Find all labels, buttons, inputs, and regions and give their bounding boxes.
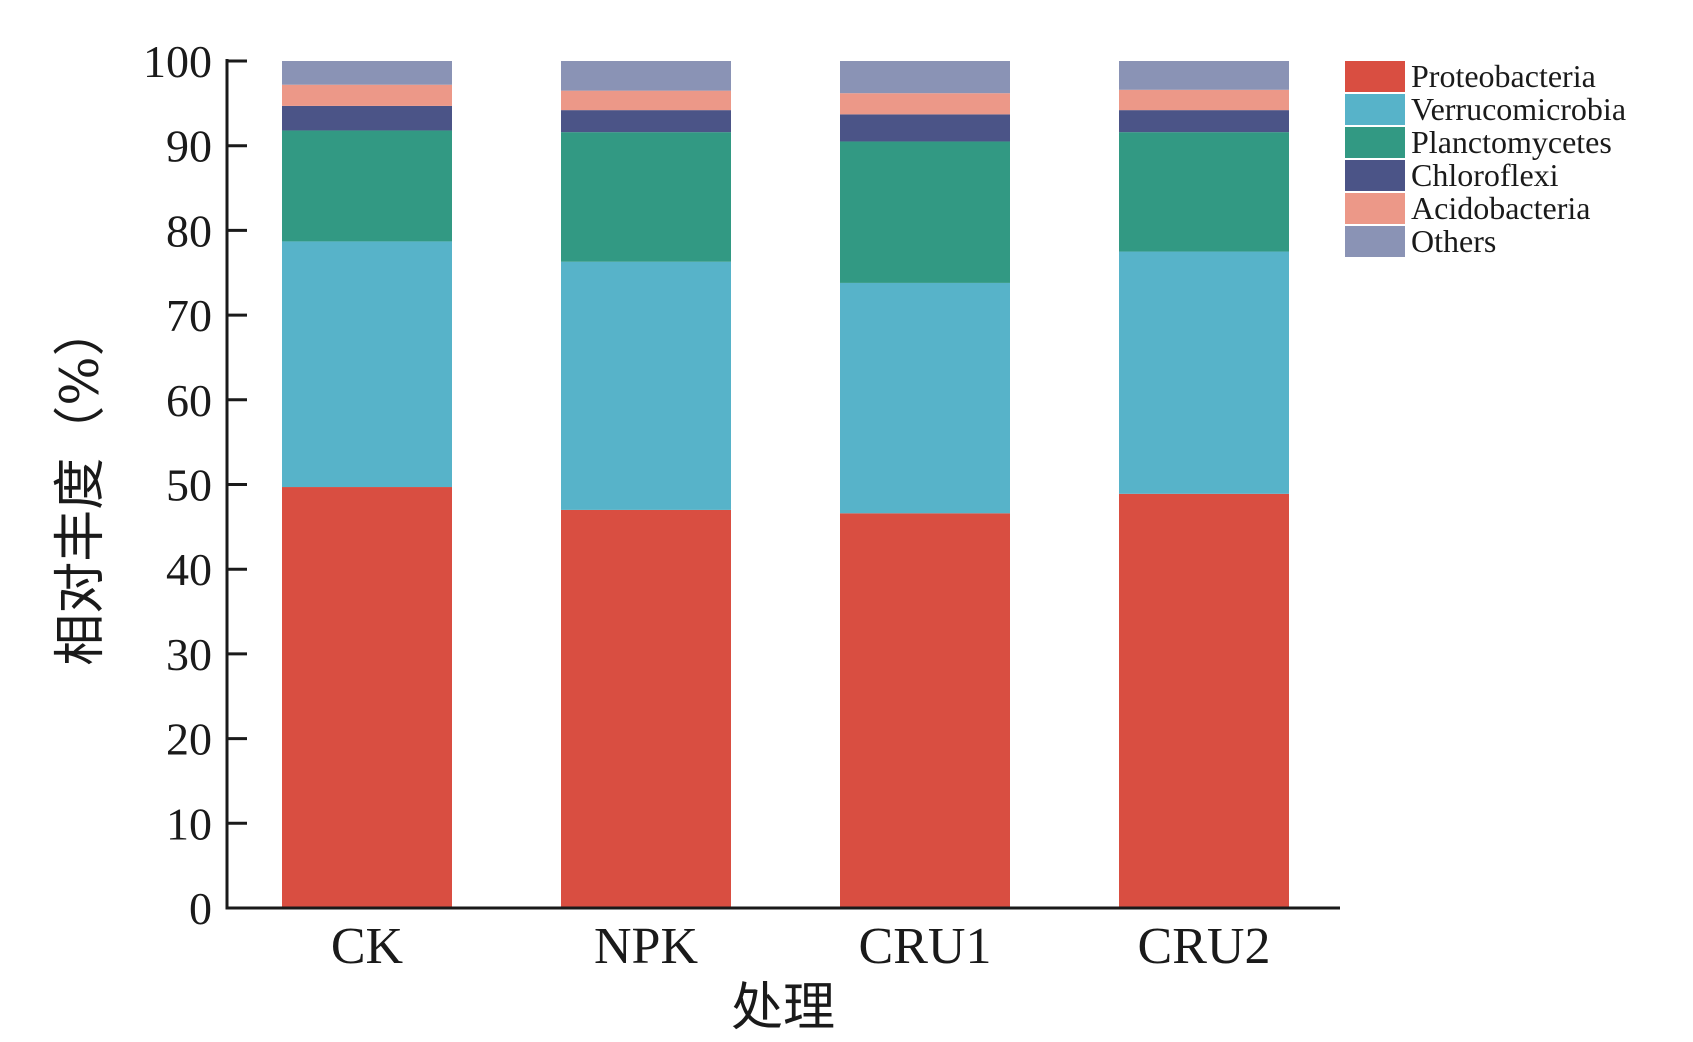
y-ticks: 0 10 20 30 40 50 60 70 80 90 100	[143, 36, 247, 934]
legend-swatch-planctomycetes	[1345, 127, 1405, 158]
x-tick-label-npk: NPK	[594, 918, 698, 975]
legend-swatch-proteobacteria	[1345, 61, 1405, 92]
bar-segment-cru1-planctomycetes	[840, 141, 1010, 283]
axes-group: 0 10 20 30 40 50 60 70 80 90 100 CK NPK CRU1 CRU2	[143, 36, 1340, 975]
y-tick-label-100: 100	[143, 36, 212, 87]
bar-segment-ck-planctomycetes	[282, 130, 452, 242]
y-tick-label-90: 90	[166, 121, 212, 172]
y-tick-label-80: 80	[166, 205, 212, 256]
bar-segment-cru2-chloroflexi	[1119, 110, 1289, 133]
bar-segment-ck-others	[282, 61, 452, 85]
legend-swatch-chloroflexi	[1345, 160, 1405, 191]
legend-label-chloroflexi: Chloroflexi	[1411, 157, 1559, 193]
bar-segment-npk-planctomycetes	[561, 132, 731, 262]
bar-segment-ck-verrucomicrobia	[282, 241, 452, 488]
x-tick-labels: CK NPK CRU1 CRU2	[331, 918, 1271, 975]
bar-segment-cru2-acidobacteria	[1119, 89, 1289, 111]
bar-segment-cru2-others	[1119, 61, 1289, 90]
legend-label-proteobacteria: Proteobacteria	[1411, 58, 1596, 94]
legend: ProteobacteriaVerrucomicrobiaPlanctomyce…	[1345, 58, 1626, 259]
x-tick-label-ck: CK	[331, 918, 404, 975]
bar-segment-cru2-verrucomicrobia	[1119, 251, 1289, 494]
bar-segment-ck-proteobacteria	[282, 487, 452, 908]
bar-segment-cru1-acidobacteria	[840, 93, 1010, 115]
bar-segment-npk-acidobacteria	[561, 90, 731, 111]
x-tick-label-cru1: CRU1	[859, 918, 992, 975]
bar-segment-cru1-others	[840, 61, 1010, 94]
y-tick-label-60: 60	[166, 375, 212, 426]
y-tick-label-20: 20	[166, 714, 212, 765]
y-tick-label-40: 40	[166, 544, 212, 595]
bar-segment-npk-chloroflexi	[561, 110, 731, 133]
x-tick-label-cru2: CRU2	[1138, 918, 1271, 975]
y-tick-label-70: 70	[166, 290, 212, 341]
x-axis-title: 处理	[731, 978, 835, 1038]
legend-swatch-others	[1345, 226, 1405, 257]
bar-segment-cru2-proteobacteria	[1119, 493, 1289, 908]
y-tick-label-30: 30	[166, 629, 212, 680]
bar-segment-ck-chloroflexi	[282, 105, 452, 131]
legend-swatch-acidobacteria	[1345, 193, 1405, 224]
y-tick-label-50: 50	[166, 460, 212, 511]
legend-swatch-verrucomicrobia	[1345, 94, 1405, 125]
bar-segment-npk-others	[561, 61, 731, 91]
y-tick-label-0: 0	[189, 883, 212, 934]
legend-label-others: Others	[1411, 223, 1496, 259]
bar-segment-ck-acidobacteria	[282, 84, 452, 106]
bar-segment-npk-verrucomicrobia	[561, 261, 731, 510]
bar-segment-cru2-planctomycetes	[1119, 132, 1289, 252]
y-tick-label-10: 10	[166, 798, 212, 849]
legend-label-verrucomicrobia: Verrucomicrobia	[1411, 91, 1626, 127]
bar-segment-cru1-chloroflexi	[840, 114, 1010, 142]
bar-segment-cru1-proteobacteria	[840, 513, 1010, 908]
y-axis-title: 相对丰度（%）	[51, 304, 111, 665]
legend-label-planctomycetes: Planctomycetes	[1411, 124, 1612, 160]
bar-segment-cru1-verrucomicrobia	[840, 282, 1010, 514]
legend-label-acidobacteria: Acidobacteria	[1411, 190, 1590, 226]
bar-segment-npk-proteobacteria	[561, 509, 731, 908]
bars-group	[282, 61, 1289, 908]
